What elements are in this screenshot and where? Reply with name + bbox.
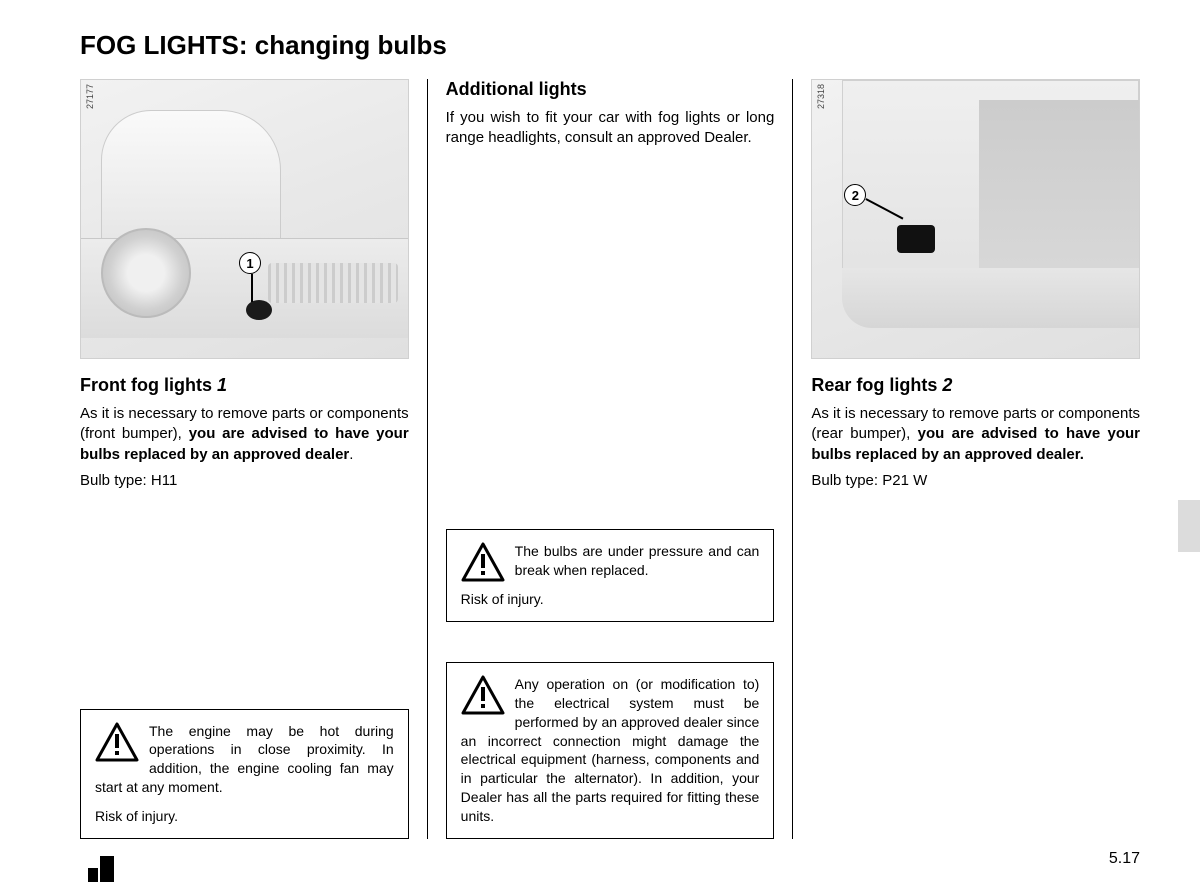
warning-bulb-risk: Risk of injury. [461,590,760,609]
text-additional: If you wish to fit your car with fog lig… [446,108,775,149]
footer-crop-mark [100,856,114,882]
column-front-fog: 27177 1 Front fog lights 1 As it is nece… [80,79,428,839]
heading-front-fog-text: Front fog lights [80,375,212,395]
warning-electrical: Any operation on (or modification to) th… [446,662,775,839]
heading-front-fog: Front fog lights 1 [80,375,409,396]
warning-engine-text: The engine may be hot during operations … [95,722,394,798]
fog-light-marker-front [246,300,272,320]
illustration-car-rear [812,80,1139,358]
warning-bulb-pressure: The bulbs are under pressure and can bre… [446,529,775,622]
text-front-fog: As it is necessary to remove parts or co… [80,404,409,465]
warning-icon [461,542,505,582]
page-thumb-tab [1178,500,1200,552]
photo-front-bumper: 27177 1 [80,79,409,359]
illustration-car-front [81,80,408,358]
content-columns: 27177 1 Front fog lights 1 As it is nece… [80,79,1140,839]
heading-rear-fog-text: Rear fog lights [811,375,937,395]
fog-light-marker-rear [897,225,935,253]
photo-rear-bumper: 27318 2 [811,79,1140,359]
warning-engine-hot: The engine may be hot during operations … [80,709,409,839]
text-rear-fog: As it is necessary to remove parts or co… [811,404,1140,465]
page-title: FOG LIGHTS: changing bulbs [80,30,1140,61]
warning-bulb-text: The bulbs are under pressure and can bre… [461,542,760,580]
heading-front-ref: 1 [217,375,227,395]
warning-engine-risk: Risk of injury. [95,807,394,826]
bulb-type-front: Bulb type: H11 [80,471,409,491]
column-rear-fog: 27318 2 Rear fog lights 2 As it is neces… [793,79,1140,839]
warning-icon [461,675,505,715]
heading-rear-ref: 2 [942,375,952,395]
front-text-after: . [349,446,353,463]
warning-electrical-text: Any operation on (or modification to) th… [461,675,760,826]
callout-1: 1 [239,252,261,274]
heading-additional: Additional lights [446,79,775,100]
bulb-type-rear: Bulb type: P21 W [811,471,1140,491]
warning-icon [95,722,139,762]
column-additional: Additional lights If you wish to fit you… [428,79,794,839]
heading-rear-fog: Rear fog lights 2 [811,375,1140,396]
page-number: 5.17 [1109,850,1140,868]
